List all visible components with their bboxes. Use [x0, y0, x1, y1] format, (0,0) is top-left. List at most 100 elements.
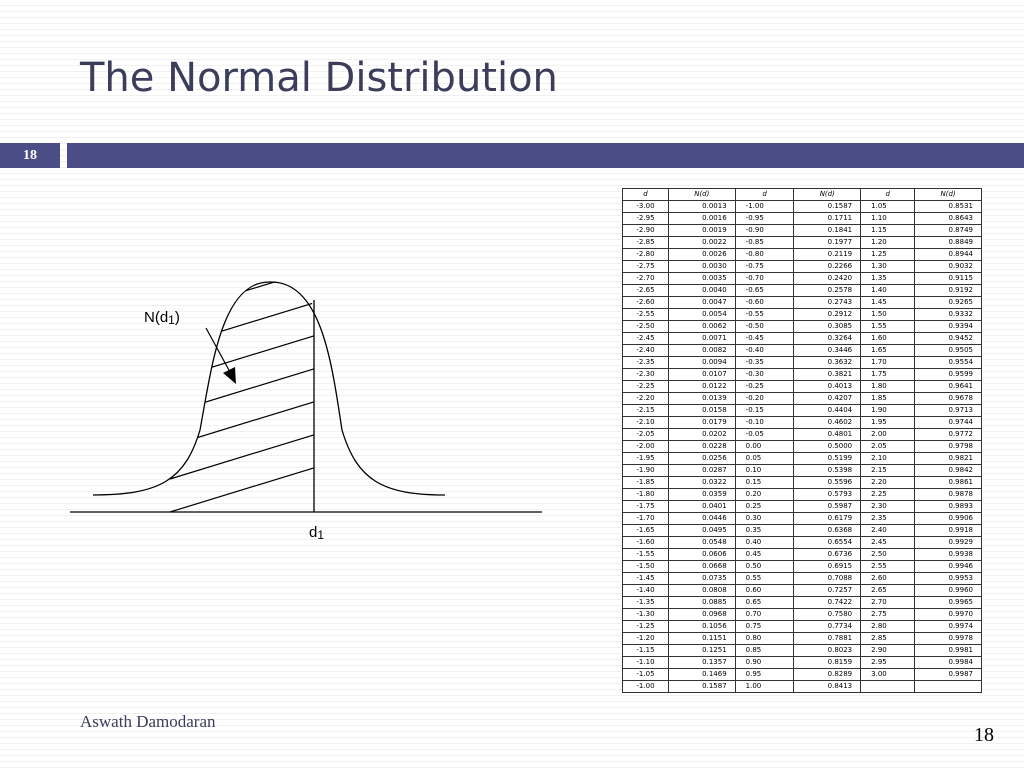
cell-d: 1.25	[860, 248, 916, 261]
cell-nd: 0.0016	[667, 212, 736, 225]
table-row: -1.10 0.1357 0.90 0.8159 2.95 0.9984	[622, 656, 982, 669]
cell-d: 1.00	[734, 680, 795, 693]
table-row: -1.35 0.0885 0.65 0.7422 2.70 0.9965	[622, 596, 982, 609]
cell-nd: 0.7881	[793, 632, 862, 645]
cell-d: -0.45	[734, 332, 795, 345]
cell-nd: 0.3632	[793, 356, 862, 369]
cell-d: 0.25	[734, 500, 795, 513]
cell-nd: 0.9713	[914, 404, 982, 417]
cell-nd: 0.0158	[667, 404, 736, 417]
slide-number-tab: 18	[0, 143, 60, 168]
cell-d: 0.00	[734, 440, 795, 453]
cell-d: -1.75	[622, 500, 669, 513]
table-row: -1.55 0.0606 0.45 0.6736 2.50 0.9938	[622, 548, 982, 561]
table-row: -2.65 0.0040 -0.65 0.2578 1.40 0.9192	[622, 284, 982, 297]
cell-d: -2.15	[622, 404, 669, 417]
cell-d: 0.95	[734, 668, 795, 681]
cell-d: -0.85	[734, 236, 795, 249]
cell-d: -0.95	[734, 212, 795, 225]
cell-d: -2.65	[622, 284, 669, 297]
cell-d: 1.65	[860, 344, 916, 357]
cell-d: 0.35	[734, 524, 795, 537]
table-row: -2.45 0.0071 -0.45 0.3264 1.60 0.9452	[622, 332, 982, 345]
cell-nd: 0.1251	[667, 644, 736, 657]
table-row: -2.50 0.0062 -0.50 0.3085 1.55 0.9394	[622, 320, 982, 333]
cell-nd: 0.0047	[667, 296, 736, 309]
cell-d: -0.60	[734, 296, 795, 309]
cell-d: -2.35	[622, 356, 669, 369]
cell-nd: 0.9332	[914, 308, 982, 321]
cell-nd: 0.1151	[667, 632, 736, 645]
cutoff-label: d1	[309, 524, 324, 542]
cell-nd: 0.9265	[914, 296, 982, 309]
cell-nd: 0.9878	[914, 488, 982, 501]
cell-d: 0.40	[734, 536, 795, 549]
cell-nd: 0.0885	[667, 596, 736, 609]
cell-d: -2.80	[622, 248, 669, 261]
cell-nd: 0.9821	[914, 452, 982, 465]
cell-nd: 0.0094	[667, 356, 736, 369]
cell-nd: 0.8643	[914, 212, 982, 225]
cell-d: -1.00	[734, 200, 795, 213]
cell-d: -1.55	[622, 548, 669, 561]
cell-nd: 0.9394	[914, 320, 982, 333]
cell-nd: 0.0022	[667, 236, 736, 249]
cell-nd: 0.0026	[667, 248, 736, 261]
slide-title: The Normal Distribution	[80, 55, 558, 101]
cell-nd: 0.8749	[914, 224, 982, 237]
cell-d: 2.80	[860, 620, 916, 633]
normal-curve-diagram: N(d1) d1	[60, 270, 560, 550]
cell-d: 0.80	[734, 632, 795, 645]
cell-d: -1.60	[622, 536, 669, 549]
table-row: -2.90 0.0019 -0.90 0.1841 1.15 0.8749	[622, 224, 982, 237]
cell-nd: 0.0968	[667, 608, 736, 621]
cell-nd: 0.6368	[793, 524, 862, 537]
cell-nd: 0.9678	[914, 392, 982, 405]
cell-d: -2.70	[622, 272, 669, 285]
cell-d: 2.95	[860, 656, 916, 669]
cell-nd: 0.2912	[793, 308, 862, 321]
cell-d: -1.95	[622, 452, 669, 465]
cell-nd: 0.0107	[667, 368, 736, 381]
cell-nd: 0.0040	[667, 284, 736, 297]
cell-nd: 0.4602	[793, 416, 862, 429]
cutoff-label-text: d	[309, 524, 317, 541]
cell-nd: 0.0606	[667, 548, 736, 561]
cell-d: 0.45	[734, 548, 795, 561]
cell-nd: 0.2743	[793, 296, 862, 309]
table-row: -1.15 0.1251 0.85 0.8023 2.90 0.9981	[622, 644, 982, 657]
cell-nd: 0.7257	[793, 584, 862, 597]
cell-d: -1.45	[622, 572, 669, 585]
cell-d: 2.60	[860, 572, 916, 585]
cell-d: 1.35	[860, 272, 916, 285]
table-row: -1.50 0.0668 0.50 0.6915 2.55 0.9946	[622, 560, 982, 573]
cell-d: 1.70	[860, 356, 916, 369]
cell-d: 2.40	[860, 524, 916, 537]
table-row: -3.00 0.0013 -1.00 0.1587 1.05 0.8531	[622, 200, 982, 213]
cell-d: -2.45	[622, 332, 669, 345]
cell-d: 0.10	[734, 464, 795, 477]
table-row: -1.30 0.0968 0.70 0.7580 2.75 0.9970	[622, 608, 982, 621]
cell-nd: 0.4404	[793, 404, 862, 417]
cell-d: -0.70	[734, 272, 795, 285]
cell-nd: 0.7580	[793, 608, 862, 621]
normal-curve	[92, 281, 446, 496]
table-row: -2.15 0.0158 -0.15 0.4404 1.90 0.9713	[622, 404, 982, 417]
table-row: -1.40 0.0808 0.60 0.7257 2.65 0.9960	[622, 584, 982, 597]
cell-nd: 0.9842	[914, 464, 982, 477]
cell-nd: 0.0122	[667, 380, 736, 393]
cell-nd: 0.0071	[667, 332, 736, 345]
cell-d: -0.25	[734, 380, 795, 393]
cell-nd: 0.0446	[667, 512, 736, 525]
cell-nd: 0.1587	[667, 680, 736, 693]
table-row: -1.70 0.0446 0.30 0.6179 2.35 0.9906	[622, 512, 982, 525]
cell-nd: 0.1469	[667, 668, 736, 681]
cell-d: 2.10	[860, 452, 916, 465]
table-row: -1.65 0.0495 0.35 0.6368 2.40 0.9918	[622, 524, 982, 537]
cell-d: 1.55	[860, 320, 916, 333]
cell-nd: 0.9772	[914, 428, 982, 441]
cell-d: 0.55	[734, 572, 795, 585]
cell-d: -2.10	[622, 416, 669, 429]
cell-d: 0.75	[734, 620, 795, 633]
cell-d: 2.75	[860, 608, 916, 621]
